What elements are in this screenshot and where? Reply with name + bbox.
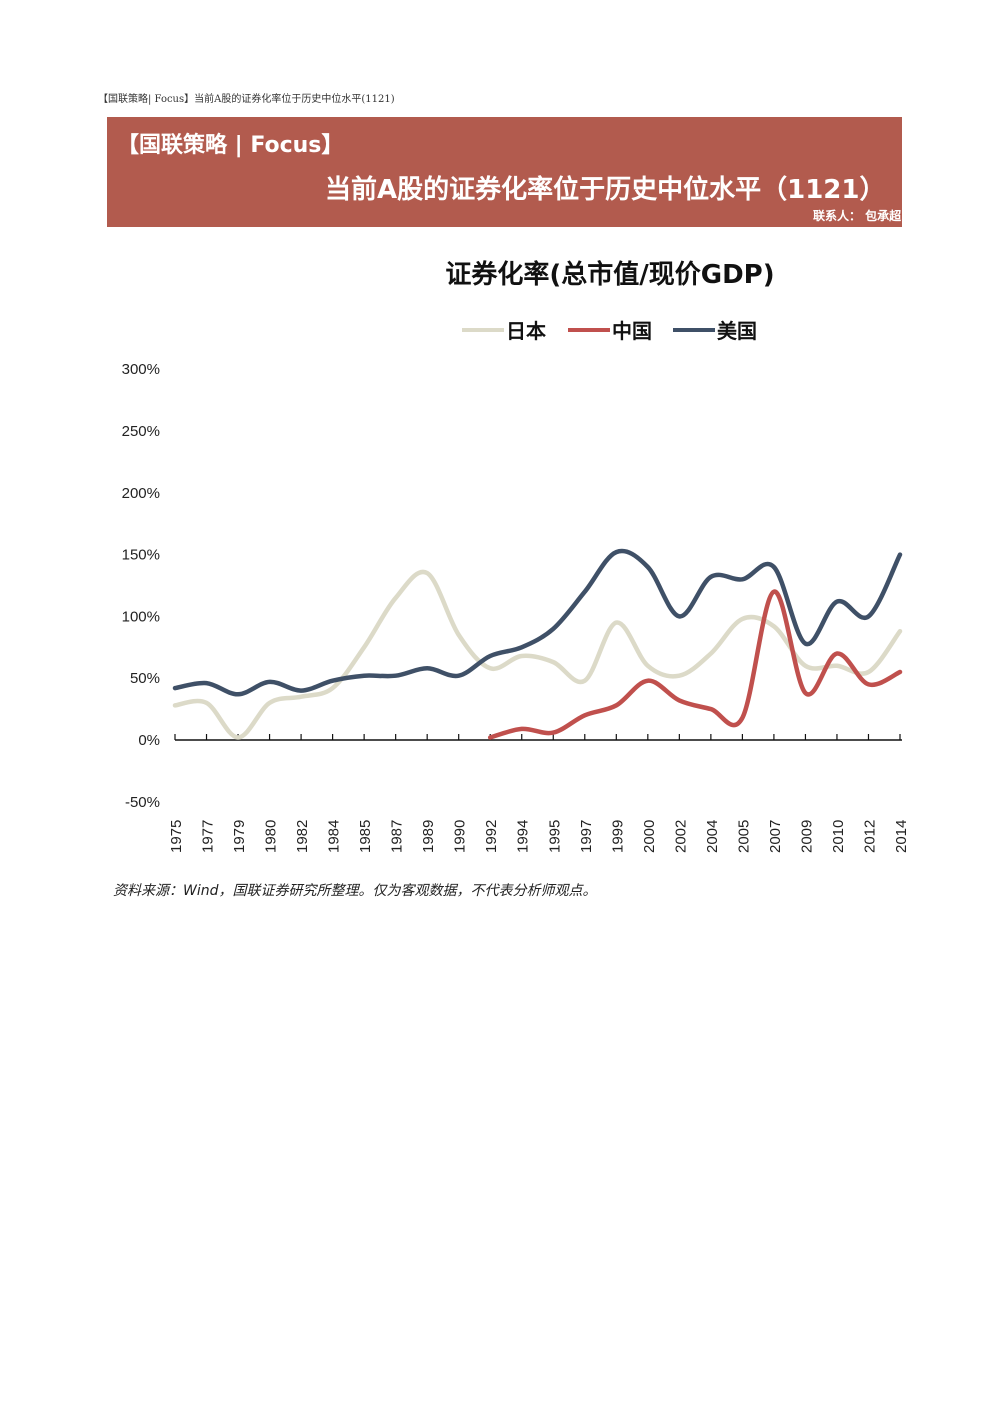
- x-tick-label: 1982: [294, 820, 311, 853]
- x-tick-label: 2002: [672, 820, 689, 853]
- y-tick-label: 0%: [138, 732, 160, 749]
- legend-label: 中国: [612, 319, 652, 343]
- x-tick-label: 1995: [546, 820, 563, 853]
- x-tick-label: 1987: [389, 820, 406, 853]
- y-tick-label: 150%: [122, 547, 160, 564]
- banner-contact: 联系人： 包承超: [813, 209, 902, 223]
- y-tick-label: 300%: [122, 361, 160, 378]
- x-tick-label: 2014: [893, 820, 910, 853]
- y-tick-label: 250%: [122, 423, 160, 440]
- x-tick-label: 1999: [609, 820, 626, 853]
- legend-label: 美国: [717, 319, 757, 343]
- chart-title: 证券化率(总市值/现价GDP): [445, 259, 774, 290]
- x-tick-label: 1989: [420, 820, 437, 853]
- x-axis: 1975 1977 1979 1980 1982 1984 1985 1987 1989 1990…: [168, 734, 910, 853]
- document-header: 【国联策略| Focus】当前A股的证券化率位于历史中位水平(1121): [98, 94, 395, 105]
- banner-headline: 当前A股的证券化率位于历史中位水平（1121）: [325, 175, 886, 205]
- y-tick-label: 100%: [122, 608, 160, 625]
- title-banner: 【国联策略 | Focus】 当前A股的证券化率位于历史中位水平（1121） 联…: [107, 117, 902, 227]
- series-line-3: [172, 548, 903, 697]
- x-tick-label: 2004: [704, 820, 721, 853]
- x-tick-label: 1977: [200, 820, 217, 853]
- series-line-1: [172, 569, 903, 740]
- source-note: 资料来源：Wind，国联证券研究所整理。仅为客观数据，不代表分析师观点。: [113, 883, 597, 899]
- banner-series-title: 【国联策略 | Focus】: [117, 133, 344, 158]
- x-tick-label: 2007: [767, 820, 784, 853]
- x-tick-label: 1992: [483, 820, 500, 853]
- line-chart: 证券化率(总市值/现价GDP) 日本 中国 美国 300% 250% 200% 150% 1…: [122, 259, 910, 853]
- x-tick-label: 1990: [452, 820, 469, 853]
- x-tick-label: 2009: [798, 820, 815, 853]
- x-tick-label: 1975: [168, 820, 185, 853]
- x-tick-label: 1980: [263, 820, 280, 853]
- legend-item-1: 日本: [462, 319, 546, 343]
- x-tick-label: 1985: [357, 820, 374, 853]
- x-tick-label: 2000: [641, 820, 658, 853]
- y-tick-label: 50%: [130, 670, 160, 687]
- x-tick-label: 2012: [861, 820, 878, 853]
- x-tick-label: 2010: [830, 820, 847, 853]
- chart-legend: 日本 中国 美国: [462, 319, 757, 343]
- legend-label: 日本: [506, 319, 546, 343]
- x-tick-label: 1984: [326, 820, 343, 853]
- x-tick-label: 1979: [231, 820, 248, 853]
- series-lines: [172, 548, 903, 740]
- legend-item-2: 中国: [568, 319, 652, 343]
- y-tick-label: -50%: [125, 794, 160, 811]
- y-axis: 300% 250% 200% 150% 100% 50% 0% -50%: [122, 361, 160, 811]
- legend-item-3: 美国: [673, 319, 757, 343]
- x-tick-label: 2005: [735, 820, 752, 853]
- x-tick-label: 1994: [515, 820, 532, 853]
- series-line-2: [487, 589, 903, 740]
- y-tick-label: 200%: [122, 485, 160, 502]
- x-tick-label: 1997: [578, 820, 595, 853]
